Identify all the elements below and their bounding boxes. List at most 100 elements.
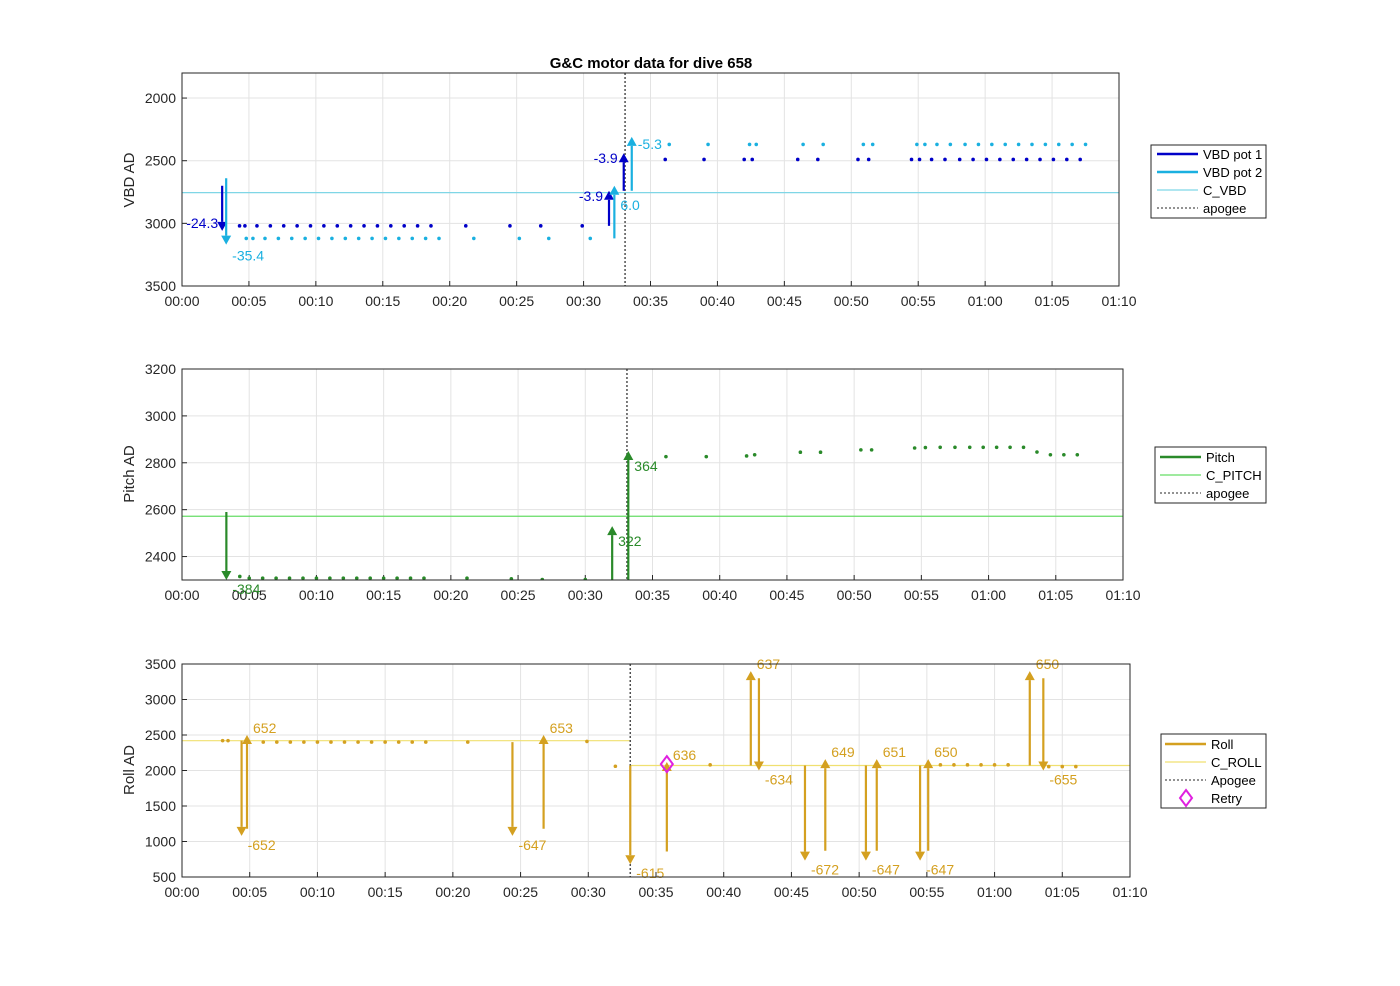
x-tick-label: 00:05 xyxy=(232,587,267,603)
data-point xyxy=(375,224,380,228)
data-point xyxy=(1083,142,1088,147)
data-point xyxy=(613,764,618,769)
data-point xyxy=(1062,453,1066,457)
data-point xyxy=(923,445,928,450)
move-label: -615 xyxy=(636,865,664,881)
x-tick-label: 00:35 xyxy=(638,884,673,900)
move-arrowhead xyxy=(221,235,232,245)
plot-frame xyxy=(181,72,1120,287)
data-point xyxy=(322,224,326,228)
x-tick-label: 01:05 xyxy=(1045,884,1080,900)
move-label: 636 xyxy=(673,747,697,763)
data-point xyxy=(866,157,871,162)
data-point xyxy=(237,224,242,228)
data-point xyxy=(295,224,299,228)
data-point xyxy=(356,236,361,241)
data-point xyxy=(1078,157,1082,162)
data-point xyxy=(1051,157,1056,162)
data-point xyxy=(335,224,340,228)
x-tick-label: 00:35 xyxy=(635,587,670,603)
data-point xyxy=(302,740,306,744)
data-point xyxy=(422,576,426,580)
roll-legend: Roll C_ROLL Apogee Retry xyxy=(1160,733,1267,809)
x-tick-label: 00:10 xyxy=(299,587,334,603)
x-tick-label: 00:40 xyxy=(702,587,737,603)
data-point xyxy=(702,157,706,162)
move-label: -5.3 xyxy=(638,136,662,152)
data-point xyxy=(869,448,874,452)
data-point xyxy=(315,740,320,744)
x-tick-label: 00:25 xyxy=(501,587,536,603)
plot-content xyxy=(182,369,1123,580)
data-point xyxy=(301,576,305,580)
x-tick-label: 00:30 xyxy=(571,884,606,900)
pitch-legend: Pitch C_PITCH apogee xyxy=(1154,446,1267,504)
data-point xyxy=(415,224,420,228)
data-point xyxy=(1003,142,1008,147)
data-point xyxy=(328,576,332,580)
data-point xyxy=(816,157,820,162)
data-point xyxy=(508,224,512,228)
move-arrowhead xyxy=(242,735,253,744)
data-point xyxy=(308,224,313,228)
data-point xyxy=(410,740,415,744)
data-point xyxy=(289,236,294,241)
y-tick-label: 2400 xyxy=(145,549,176,565)
legend-label-apogee: Apogee xyxy=(1211,773,1256,788)
data-point xyxy=(708,763,712,767)
data-point xyxy=(1024,157,1029,162)
data-point xyxy=(362,224,366,228)
data-point xyxy=(588,236,593,241)
data-point xyxy=(517,236,522,241)
y-tick-label: 2800 xyxy=(145,455,176,471)
data-point xyxy=(957,157,962,162)
data-point xyxy=(410,236,415,241)
legend-label-retry: Retry xyxy=(1211,791,1243,806)
x-tick-label: 00:15 xyxy=(366,587,401,603)
data-point xyxy=(1006,763,1010,767)
move-label: -647 xyxy=(872,862,900,878)
data-point xyxy=(938,763,943,767)
x-tick-label: 00:45 xyxy=(774,884,809,900)
data-point xyxy=(402,224,407,228)
data-point xyxy=(909,157,914,162)
chart-title: G&C motor data for dive 658 xyxy=(550,55,753,72)
y-tick-label: 2500 xyxy=(145,727,176,743)
data-point xyxy=(754,142,759,147)
move-arrowhead xyxy=(221,571,232,580)
data-point xyxy=(663,157,668,162)
data-point xyxy=(275,740,279,744)
data-point xyxy=(423,740,428,744)
x-tick-label: 00:05 xyxy=(231,293,266,309)
data-point xyxy=(752,453,757,457)
move-label: 364 xyxy=(634,458,658,474)
data-point xyxy=(583,577,588,580)
data-point xyxy=(1008,445,1012,450)
data-point xyxy=(276,236,281,241)
x-tick-label: 00:55 xyxy=(901,293,936,309)
legend-label-c-vbd: C_VBD xyxy=(1203,183,1246,198)
x-tick-label: 00:30 xyxy=(568,587,603,603)
data-point xyxy=(465,576,469,580)
vbd-legend: VBD pot 1 VBD pot 2 C_VBD apogee xyxy=(1150,144,1267,219)
legend-swatch-retry xyxy=(1178,788,1194,808)
move-label: -3.9 xyxy=(594,150,618,166)
x-tick-label: 01:00 xyxy=(977,884,1012,900)
data-point xyxy=(383,740,387,744)
data-point xyxy=(1038,157,1042,162)
move-arrowhead xyxy=(626,136,637,146)
data-point xyxy=(998,157,1002,162)
y-tick-label: 1500 xyxy=(145,798,176,814)
move-arrowhead xyxy=(604,190,615,200)
move-arrowhead xyxy=(609,185,620,195)
plot-frame xyxy=(181,663,1131,878)
data-point xyxy=(992,763,997,767)
x-tick-label: 00:55 xyxy=(904,587,939,603)
data-point xyxy=(1048,453,1053,457)
data-point xyxy=(247,576,252,580)
legend-label-apogee: apogee xyxy=(1203,201,1246,216)
data-point xyxy=(943,157,947,162)
data-point xyxy=(368,576,373,580)
move-arrowhead xyxy=(625,855,636,865)
data-point xyxy=(348,224,353,228)
